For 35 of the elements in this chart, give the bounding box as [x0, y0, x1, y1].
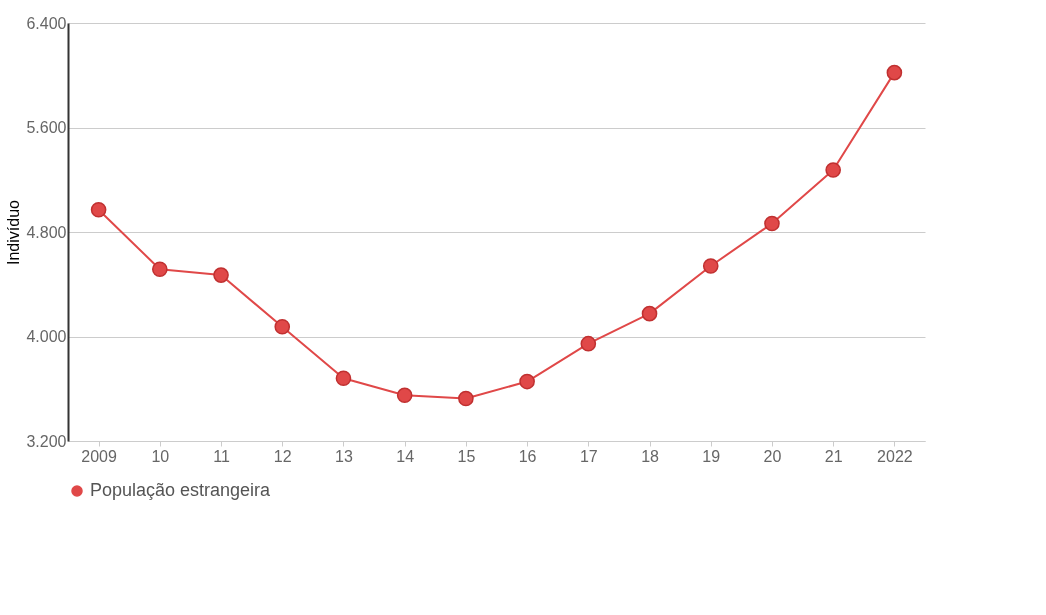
point: [213, 267, 229, 283]
x-tick-label: 21: [824, 447, 843, 465]
x-tick-label: 12: [273, 447, 292, 465]
x-tick-label: 14: [396, 447, 415, 465]
point: [396, 387, 413, 404]
point: [90, 201, 107, 218]
x-tick-label: 13: [335, 447, 353, 465]
x-tick-label: 10: [151, 447, 170, 465]
point: [764, 215, 780, 232]
point: [458, 390, 474, 407]
y-tick-label: 4.000: [26, 328, 67, 345]
x-tick-label: 16: [518, 447, 537, 465]
y-tick-label: 4.800: [26, 223, 67, 241]
point: [152, 261, 168, 278]
point: [641, 305, 658, 322]
legend-label: População estrangeira: [90, 480, 272, 500]
x-tick-label: 20: [763, 447, 782, 465]
x-tick-label: 11: [213, 447, 230, 465]
x-tick-label: 18: [641, 447, 660, 465]
point: [335, 370, 352, 387]
x-tick-label: 17: [579, 447, 598, 465]
point: [886, 64, 903, 81]
x-tick-label: 2009: [81, 447, 118, 465]
y-axis-title: Indivíduo: [5, 199, 23, 265]
point: [274, 318, 291, 335]
point: [702, 258, 719, 274]
x-tick-label: 2022: [877, 447, 913, 465]
point: [519, 373, 535, 390]
point: [580, 335, 597, 352]
point: [825, 162, 841, 178]
y-tick-label: 3.200: [26, 432, 67, 450]
x-tick-label: 19: [702, 447, 721, 465]
y-tick-label: 6.400: [26, 14, 67, 32]
x-tick-label: 15: [457, 447, 476, 465]
y-tick-label: 5.600: [26, 119, 67, 136]
